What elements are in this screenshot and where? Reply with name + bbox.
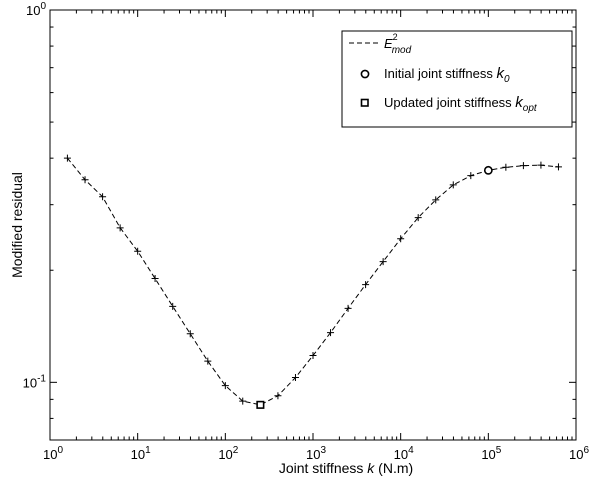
plus-marker xyxy=(63,154,71,162)
series-markers xyxy=(63,154,562,409)
plus-marker xyxy=(449,181,457,189)
plus-marker xyxy=(99,193,107,201)
plus-marker xyxy=(221,382,229,390)
legend-square-icon xyxy=(360,98,369,107)
y-tick-label: 100 xyxy=(26,1,46,18)
plus-marker xyxy=(309,352,317,360)
plus-marker xyxy=(379,258,387,266)
x-tick-label: 101 xyxy=(131,445,151,462)
plus-marker xyxy=(327,329,335,337)
x-tick-label: 104 xyxy=(394,445,414,462)
x-tick-label: 103 xyxy=(306,445,326,462)
updated-stiffness-marker xyxy=(256,400,265,409)
plus-marker xyxy=(537,161,545,169)
y-tick-label: 10-1 xyxy=(23,373,47,390)
initial-stiffness-marker xyxy=(483,165,493,175)
plus-marker xyxy=(151,275,159,283)
y-axis-label: Modified residual xyxy=(9,172,25,278)
plus-marker xyxy=(169,302,177,310)
plus-marker xyxy=(519,162,527,170)
plus-marker xyxy=(397,235,405,243)
legend-circle-icon xyxy=(360,69,370,79)
plus-marker xyxy=(134,247,142,255)
axis-ticks xyxy=(49,9,577,441)
legend-box xyxy=(341,30,573,128)
x-axis-label: Joint stiffness k (N.m) xyxy=(279,460,413,476)
legend-label-emod: E2 mod xyxy=(384,32,412,56)
plus-marker xyxy=(116,224,124,232)
plus-marker xyxy=(204,357,212,365)
plus-marker xyxy=(414,214,422,222)
x-tick-label: 100 xyxy=(43,445,63,462)
plus-marker xyxy=(554,163,562,171)
plus-marker xyxy=(291,374,299,382)
x-tick-label: 102 xyxy=(218,445,238,462)
plus-marker xyxy=(432,196,440,204)
legend-label-initial: Initial joint stiffness k0 xyxy=(384,65,510,85)
legend-label-updated: Updated joint stiffness kopt xyxy=(384,94,538,114)
x-tick-label: 106 xyxy=(569,445,589,462)
plus-marker xyxy=(362,281,370,289)
plus-marker xyxy=(274,392,282,400)
x-tick-label: 105 xyxy=(481,445,501,462)
plus-marker xyxy=(81,176,89,184)
plus-marker xyxy=(502,163,510,171)
plus-marker xyxy=(186,330,194,338)
plus-marker xyxy=(344,304,352,312)
tick-labels: 100 101 102 103 104 105 106 10-1 100 xyxy=(23,1,590,462)
plus-marker xyxy=(467,172,475,180)
plus-marker xyxy=(239,397,247,405)
legend: E2 mod Initial joint stiffness k0 Updated… xyxy=(341,30,573,128)
